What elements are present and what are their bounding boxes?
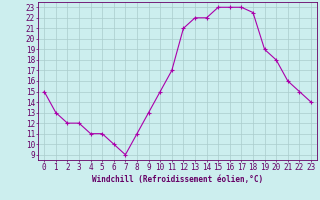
X-axis label: Windchill (Refroidissement éolien,°C): Windchill (Refroidissement éolien,°C)	[92, 175, 263, 184]
